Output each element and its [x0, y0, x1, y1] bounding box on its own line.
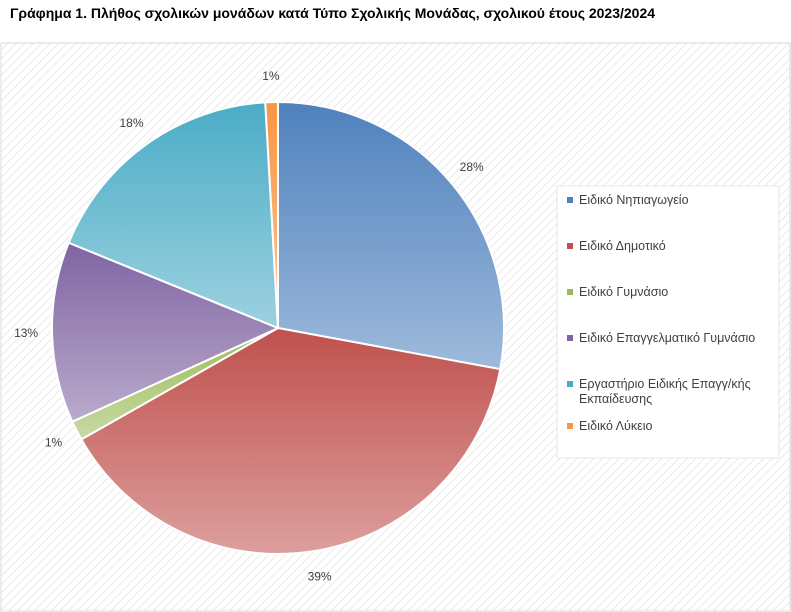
slice-label-4: 13% [14, 326, 38, 340]
pie-slice-2 [79, 326, 502, 555]
legend-swatch-2 [567, 243, 573, 249]
legend-label-2: Ειδικό Δημοτικό [579, 239, 666, 253]
pie-slice-6 [264, 100, 279, 329]
pie-slice-4 [51, 241, 281, 424]
pie-slice-1 [277, 100, 505, 371]
pie-chart: 28%39%1%13%18%1% Ειδικό ΝηπιαγωγείοΕιδικ… [0, 42, 791, 612]
legend-swatch-3 [567, 289, 573, 295]
legend-label-6: Ειδικό Λύκειο [579, 419, 652, 433]
legend-swatch-6 [567, 423, 573, 429]
slice-label-6: 1% [262, 69, 280, 83]
slice-label-2: 39% [308, 570, 332, 584]
chart-title: Γράφημα 1. Πλήθος σχολικών μονάδων κατά … [10, 5, 656, 21]
legend-label-3: Ειδικό Γυμνάσιο [579, 285, 668, 299]
legend-label-1: Ειδικό Νηπιαγωγείο [579, 193, 689, 207]
legend-swatch-5 [567, 381, 573, 387]
legend-swatch-1 [567, 197, 573, 203]
pie-labels: 28% 39% 1% 13% 18% 1% [14, 69, 484, 583]
legend-label-5: Εργαστήριο Ειδικής Επαγγ/κής Εκπαίδευσης [579, 377, 751, 406]
legend-box [556, 185, 780, 459]
legend-swatch-4 [567, 335, 573, 341]
slice-label-5: 18% [119, 116, 143, 130]
legend-label-4: Ειδικό Επαγγελματικό Γυμνάσιο [579, 331, 755, 345]
pie-slice-5 [67, 101, 280, 330]
chart-area: 28% 39% 1% 13% 18% 1% Ειδικό Νηπιαγωγείο Ειδικ… [0, 42, 791, 612]
slice-label-3: 1% [45, 435, 63, 449]
slice-label-1: 28% [460, 160, 484, 174]
legend: Ειδικό Νηπιαγωγείο Ειδικό Δημοτικό Ειδικό … [556, 185, 780, 459]
pie-slices [51, 100, 505, 555]
